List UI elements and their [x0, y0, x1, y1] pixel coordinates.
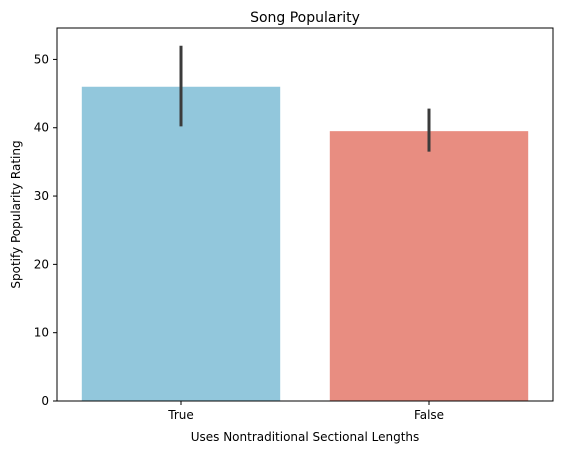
y-axis: 0 10 20 30 40 50: [34, 52, 57, 408]
y-axis-label: Spotify Popularity Rating: [9, 140, 23, 288]
y-tick-label: 10: [34, 326, 49, 340]
bar-true: [81, 86, 281, 401]
x-axis-label: Uses Nontraditional Sectional Lengths: [191, 430, 420, 444]
y-tick-label: 20: [34, 257, 49, 271]
error-bars-group: [179, 45, 431, 152]
x-tick-label: False: [414, 408, 444, 422]
chart-title: Song Popularity: [250, 10, 360, 26]
x-axis: True False: [167, 401, 444, 422]
bar-false: [329, 131, 529, 401]
x-tick-label: True: [167, 408, 194, 422]
y-tick-label: 50: [34, 52, 49, 66]
y-tick-label: 0: [41, 394, 49, 408]
y-tick-label: 30: [34, 189, 49, 203]
y-tick-label: 40: [34, 121, 49, 135]
bars-group: [81, 86, 529, 401]
plot-frame: [56, 27, 554, 402]
